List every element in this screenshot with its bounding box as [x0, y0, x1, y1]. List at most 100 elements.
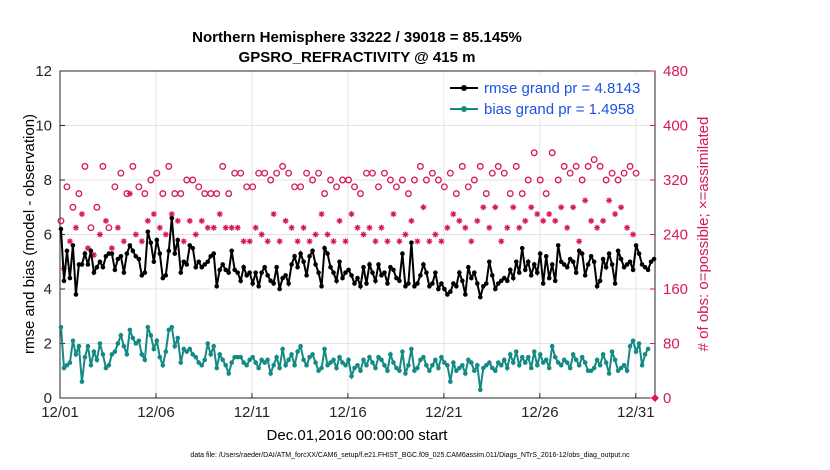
bias-point: [475, 363, 480, 368]
possible-obs-point: [129, 162, 137, 170]
assimilated-obs-point: [216, 211, 223, 218]
assimilated-obs-point: [624, 224, 631, 231]
rmse-point: [79, 262, 85, 267]
rmse-point: [570, 259, 576, 265]
bias-point: [79, 379, 85, 384]
rmse-point: [148, 240, 154, 245]
rmse-point: [403, 283, 408, 289]
bias-point: [217, 352, 223, 357]
bias-point: [451, 360, 456, 365]
bias-point: [600, 352, 606, 357]
rmse-point: [280, 275, 285, 281]
assimilated-obs-point: [174, 217, 181, 224]
rmse-point: [286, 281, 291, 286]
rmse-point: [103, 253, 109, 259]
bias-point: [501, 357, 507, 363]
rmse-point: [504, 278, 510, 284]
rmse-point: [457, 270, 462, 275]
rmse-point: [495, 281, 501, 286]
bias-point: [433, 357, 438, 363]
possible-obs-point: [153, 169, 161, 177]
possible-obs-point: [219, 162, 227, 170]
rmse-point: [618, 256, 624, 262]
possible-obs-point: [584, 162, 592, 170]
rmse-point: [564, 264, 570, 270]
bias-point: [139, 352, 145, 357]
bias-point: [133, 341, 139, 346]
bias-point: [609, 349, 615, 354]
assimilated-obs-point: [246, 238, 253, 245]
rmse-point: [642, 264, 648, 270]
rmse-point: [211, 251, 217, 256]
rmse-point: [448, 289, 453, 295]
rmse-point: [238, 278, 243, 284]
bias-point: [504, 365, 510, 371]
bias-point: [391, 360, 396, 365]
bias-point: [555, 360, 561, 365]
assimilated-obs-point: [84, 245, 91, 252]
bias-point: [178, 360, 184, 365]
bias-point: [220, 357, 226, 363]
rmse-point: [513, 259, 519, 265]
possible-obs-point: [231, 169, 239, 177]
possible-obs-point: [159, 190, 167, 198]
possible-obs-point: [165, 162, 173, 170]
possible-obs-point: [285, 169, 293, 177]
bias-point: [130, 335, 136, 341]
assimilated-obs-point: [384, 238, 391, 245]
bias-point: [259, 357, 264, 363]
possible-obs-point: [363, 169, 370, 177]
possible-obs-point: [434, 176, 442, 184]
possible-obs-point: [482, 190, 490, 198]
bias-point: [636, 341, 642, 346]
bias-point: [406, 363, 411, 368]
rmse-point: [507, 267, 513, 273]
rmse-point: [187, 243, 193, 248]
bias-point: [127, 327, 133, 333]
rmse-point: [136, 256, 142, 262]
possible-obs-point: [596, 162, 604, 170]
bias-point: [603, 360, 609, 365]
possible-obs-point: [261, 169, 269, 177]
bias-point: [145, 324, 151, 330]
rmse-point: [256, 283, 261, 289]
rmse-point: [127, 243, 133, 248]
rmse-point: [223, 267, 229, 273]
bias-point: [211, 343, 217, 349]
y2-tick-label: 160: [663, 281, 688, 298]
rmse-point: [274, 264, 279, 270]
bias-point: [208, 352, 214, 357]
rmse-point: [600, 256, 606, 262]
rmse-point: [561, 262, 567, 267]
bias-point: [349, 373, 354, 379]
bias-point: [567, 365, 573, 371]
assimilated-obs-point: [504, 224, 511, 231]
rmse-point: [262, 264, 267, 270]
bias-point: [319, 365, 324, 371]
bias-point: [442, 360, 447, 365]
assimilated-obs-point: [462, 224, 469, 231]
bias-point: [564, 360, 570, 365]
bias-point: [525, 354, 531, 360]
bias-point: [88, 363, 94, 368]
rmse-point: [67, 275, 73, 281]
possible-obs-point: [602, 176, 610, 184]
y-tick-label: 6: [44, 227, 52, 244]
bias-point: [436, 365, 441, 371]
assimilated-obs-point: [576, 238, 583, 245]
assimilated-obs-point: [336, 217, 343, 224]
rmse-point: [627, 259, 633, 265]
rmse-point: [133, 253, 139, 259]
bias-point: [325, 363, 330, 368]
rmse-point: [516, 270, 522, 275]
rmse-point: [492, 286, 498, 292]
rmse-point: [178, 270, 184, 275]
possible-obs-point: [512, 162, 520, 170]
rmse-point: [292, 253, 297, 259]
rmse-point: [205, 259, 211, 265]
rmse-point: [109, 251, 115, 256]
bias-point: [385, 368, 390, 374]
assimilated-obs-point: [144, 217, 151, 224]
legend-rmse-marker: [461, 85, 467, 91]
possible-obs-point: [111, 183, 119, 191]
